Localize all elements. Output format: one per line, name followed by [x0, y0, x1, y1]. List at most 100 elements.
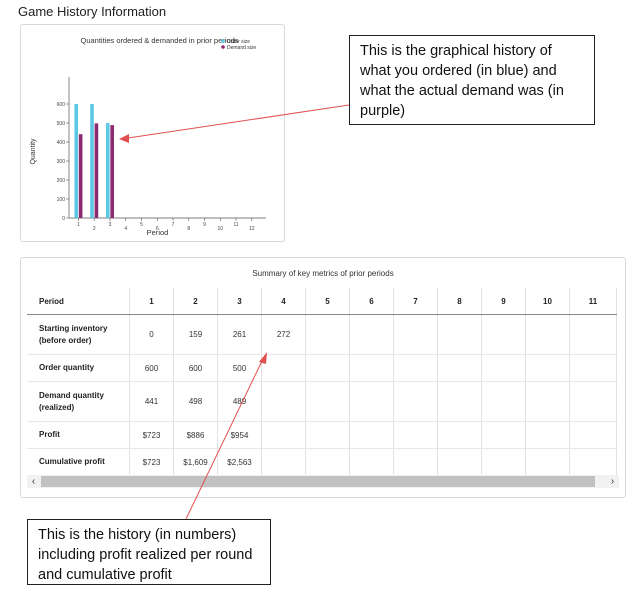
y-axis-label: Quantity [30, 138, 37, 165]
scroll-right-icon[interactable]: › [610, 476, 615, 487]
y-tick-label: 300 [57, 159, 66, 165]
x-tick-label: 8 [187, 226, 190, 232]
scroll-left-icon[interactable]: ‹ [31, 476, 36, 487]
table-cell [525, 354, 570, 382]
table-cell [481, 354, 526, 382]
row-label: Cumulative profit [27, 448, 130, 476]
table-cell [305, 354, 350, 382]
table-title: Summary of key metrics of prior periods [252, 269, 394, 278]
y-tick-label: 0 [62, 216, 65, 222]
table-cell [393, 381, 438, 422]
table-cell [305, 448, 350, 476]
table-cell: $1,609 [173, 448, 218, 476]
table-cell [393, 421, 438, 449]
header-period: 9 [481, 288, 526, 315]
table-cell [349, 448, 394, 476]
legend-marker [221, 39, 225, 43]
order-size-bar [90, 104, 94, 218]
demand-size-bar [94, 123, 99, 218]
table-cell [305, 381, 350, 422]
table-cell [481, 421, 526, 449]
table-cell [437, 381, 482, 422]
x-tick-label: 3 [109, 222, 112, 228]
y-tick-label: 100 [57, 197, 66, 203]
table-row: Demand quantity (realized) 441 498 489 [27, 381, 617, 422]
table-cell [525, 448, 570, 476]
table-cell [569, 314, 617, 355]
table-cell [569, 381, 617, 422]
table-cell [525, 381, 570, 422]
table-cell [393, 314, 438, 355]
header-period: 1 [129, 288, 174, 315]
table-cell [349, 354, 394, 382]
y-tick-label: 500 [57, 121, 66, 127]
table-header-row: Period 1 2 3 4 5 6 7 8 9 10 11 [27, 288, 617, 315]
legend-entry: Order size [227, 39, 250, 45]
header-period: 3 [217, 288, 262, 315]
row-label: Profit [27, 421, 130, 449]
header-period: 4 [261, 288, 306, 315]
table-cell: 489 [217, 381, 262, 422]
header-period: 10 [525, 288, 570, 315]
table-cell: 159 [173, 314, 218, 355]
x-tick-label: 9 [203, 222, 206, 228]
table-cell: 0 [129, 314, 174, 355]
table-row: Starting inventory (before order) 0 159 261… [27, 314, 617, 355]
demand-size-bar [110, 125, 114, 218]
order-size-bar [74, 104, 79, 218]
table-cell [261, 448, 306, 476]
table-cell: 272 [261, 314, 306, 355]
x-tick-label: 5 [140, 222, 143, 228]
table-cell [437, 314, 482, 355]
table-cell [525, 314, 570, 355]
table-row: Cumulative profit $723 $1,609 $2,563 [27, 448, 617, 476]
x-tick-label: 11 [233, 222, 238, 228]
table-cell: 498 [173, 381, 218, 422]
table-cell: $886 [173, 421, 218, 449]
x-tick-label: 12 [249, 226, 255, 232]
table-cell [393, 448, 438, 476]
table-cell: $954 [217, 421, 262, 449]
order-size-bar [105, 123, 110, 218]
table-cell: 261 [217, 314, 262, 355]
x-tick-label: 6 [156, 226, 159, 232]
horizontal-scrollbar[interactable]: ‹ › [27, 475, 619, 488]
legend-marker [221, 45, 225, 49]
table-row: Profit $723 $886 $954 [27, 421, 617, 449]
header-period: 6 [349, 288, 394, 315]
chart-panel: Quantities ordered & demanded in prior p… [20, 24, 285, 242]
header-period: 2 [173, 288, 218, 315]
table-cell [305, 314, 350, 355]
table-cell: 600 [129, 354, 174, 382]
header-period-label: Period [27, 288, 130, 315]
quantity-chart: Quantities ordered & demanded in prior p… [30, 36, 266, 237]
table-callout: This is the history (in numbers) includi… [27, 519, 271, 585]
table-cell [569, 421, 617, 449]
table-cell [569, 354, 617, 382]
x-tick-label: 2 [93, 226, 96, 232]
demand-size-bar [78, 134, 83, 218]
y-tick-label: 200 [57, 178, 66, 184]
table-cell [481, 314, 526, 355]
x-tick-label: 10 [218, 226, 224, 232]
table-row: Order quantity 600 600 500 [27, 354, 617, 382]
table-cell [305, 421, 350, 449]
metrics-table-panel: Summary of key metrics of prior periods … [20, 257, 626, 498]
x-tick-label: 7 [172, 222, 175, 228]
table-cell [261, 381, 306, 422]
table-cell [569, 448, 617, 476]
header-period: 11 [569, 288, 617, 315]
table-cell [261, 354, 306, 382]
header-period: 5 [305, 288, 350, 315]
x-tick-label: 1 [77, 222, 80, 228]
table-cell [437, 354, 482, 382]
table-cell [349, 421, 394, 449]
row-label: Demand quantity (realized) [27, 381, 130, 422]
page-title: Game History Information [18, 4, 167, 19]
row-label: Starting inventory (before order) [27, 314, 130, 355]
table-cell: $723 [129, 421, 174, 449]
legend-entry: Demand size [227, 45, 256, 51]
scrollbar-thumb[interactable] [41, 476, 595, 487]
table-cell: 441 [129, 381, 174, 422]
metrics-table: Period 1 2 3 4 5 6 7 8 9 10 11 Starting inventory (… [27, 288, 617, 476]
